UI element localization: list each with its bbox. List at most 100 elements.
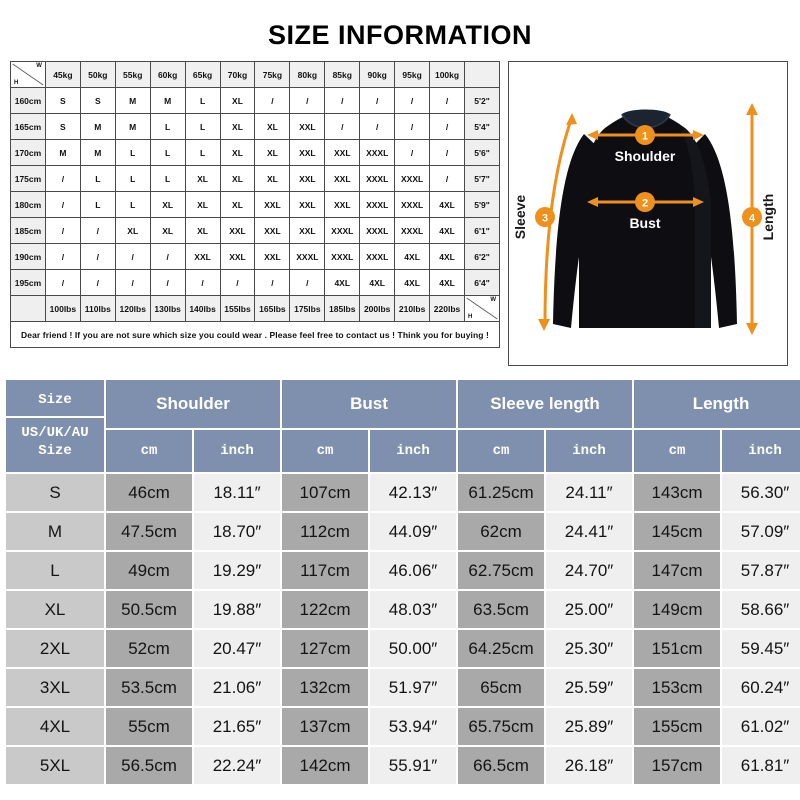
- hw-size-cell: M: [149, 87, 186, 114]
- weight-kg-header: 55kg: [114, 61, 151, 88]
- weight-lbs-label: 155lbs: [219, 295, 256, 322]
- hw-size-cell: /: [184, 269, 221, 296]
- hw-row: 175cm / L L L XL XL XL XXL XXL XXXL XXXL/5'7": [10, 165, 501, 192]
- cm-value: 107cm: [282, 474, 369, 511]
- sweater-diagram-svg: 1 Shoulder 2 Bust: [509, 62, 787, 365]
- cm-value: 153cm: [634, 669, 721, 706]
- size-value: S: [6, 474, 104, 511]
- hw-size-cell: XL: [254, 139, 291, 166]
- cm-value: 62cm: [458, 513, 545, 550]
- inch-value: 24.41″: [546, 513, 633, 550]
- upper-section: W H 45kg 50kg 55kg 60kg 65kg 70kg 75kg 80kg 85kg 90…: [0, 61, 800, 366]
- hw-size-cell: XXL: [254, 243, 291, 270]
- weight-lbs-label: 165lbs: [254, 295, 291, 322]
- measurements-section: Size US/UK/AU Size Shoulder Bust Sleeve lengt…: [0, 378, 800, 786]
- hw-size-cell: S: [44, 113, 81, 140]
- unit-header-cm: cm: [106, 430, 192, 472]
- cm-value: 143cm: [634, 474, 721, 511]
- hw-size-cell: /: [79, 269, 116, 296]
- weight-lbs-label: 185lbs: [324, 295, 361, 322]
- hw-size-cell: L: [184, 139, 221, 166]
- hw-size-cell: XXL: [289, 165, 326, 192]
- inch-value: 61.81″: [722, 747, 800, 784]
- measurements-table: Size US/UK/AU Size Shoulder Bust Sleeve lengt…: [4, 378, 800, 786]
- unit-header-cm: cm: [282, 430, 369, 472]
- svg-text:Shoulder: Shoulder: [615, 148, 676, 164]
- hw-size-cell: XXXL: [324, 217, 361, 244]
- weight-lbs-label: 100lbs: [44, 295, 81, 322]
- svg-text:1: 1: [642, 131, 648, 143]
- hw-size-cell: /: [44, 217, 81, 244]
- hw-size-cell: 4XL: [394, 269, 431, 296]
- hw-size-cell: XXXL: [359, 243, 396, 270]
- hw-size-cell: L: [149, 139, 186, 166]
- inch-value: 46.06″: [370, 552, 457, 589]
- hw-size-cell: L: [149, 165, 186, 192]
- hw-size-cell: XXL: [184, 243, 221, 270]
- weight-lbs-label: 175lbs: [289, 295, 326, 322]
- height-axis-label: H: [14, 80, 19, 86]
- inch-value: 25.59″: [546, 669, 633, 706]
- cm-value: 50.5cm: [106, 591, 192, 628]
- hw-size-cell: /: [149, 269, 186, 296]
- table-row: XL 50.5cm 19.88″ 122cm 48.03″ 63.5cm 25.00″ 149…: [6, 591, 800, 628]
- hw-size-cell: XXL: [324, 139, 361, 166]
- hw-size-cell: 4XL: [359, 269, 396, 296]
- height-ft-label: 5'6": [463, 139, 501, 166]
- hw-lbs-row: 100lbs 110lbs 120lbs 130lbs 140lbs 155lbs 165l…: [10, 295, 501, 322]
- hw-size-cell: 4XL: [429, 217, 465, 244]
- hw-size-cell: XXXL: [394, 217, 431, 244]
- cm-value: 63.5cm: [458, 591, 545, 628]
- hw-size-cell: /: [394, 87, 431, 114]
- hw-size-cell: XXXL: [324, 243, 361, 270]
- inch-value: 19.29″: [194, 552, 281, 589]
- hw-size-cell: 4XL: [429, 243, 465, 270]
- hw-row: 195cm / / / / / / //4XL 4XL 4XL 4XL 6'4": [10, 269, 501, 296]
- svg-text:2: 2: [642, 198, 648, 210]
- hw-size-cell: L: [184, 87, 221, 114]
- inch-value: 21.65″: [194, 708, 281, 745]
- hw-size-cell: XL: [184, 191, 221, 218]
- hw-empty-cell: [10, 295, 46, 322]
- unit-header-cm: cm: [634, 430, 721, 472]
- table-row: S 46cm 18.11″ 107cm 42.13″ 61.25cm 24.11″ 143cm…: [6, 474, 800, 511]
- hw-size-cell: XXL: [324, 191, 361, 218]
- size-column-header: Size US/UK/AU Size: [6, 380, 104, 472]
- table-row: 3XL 53.5cm 21.06″ 132cm 51.97″ 65cm 25.59″ 153c…: [6, 669, 800, 706]
- hw-size-cell: XXXL: [359, 217, 396, 244]
- hw-row: 180cm / L L XL XL XL XXL XXL XXL XXXL XXXL 4XL 5'9": [10, 191, 501, 218]
- unit-header-inch: inch: [194, 430, 281, 472]
- hw-note-row: Dear friend ! If you are not sure which …: [10, 321, 500, 348]
- cm-value: 53.5cm: [106, 669, 192, 706]
- cm-value: 47.5cm: [106, 513, 192, 550]
- inch-value: 44.09″: [370, 513, 457, 550]
- unit-header-inch: inch: [722, 430, 800, 472]
- hw-size-cell: /: [44, 269, 81, 296]
- weight-kg-header: 65kg: [184, 61, 221, 88]
- weight-lbs-label: 110lbs: [79, 295, 116, 322]
- cm-value: 65cm: [458, 669, 545, 706]
- weight-kg-header: 75kg: [254, 61, 291, 88]
- height-ft-label: 5'9": [463, 191, 501, 218]
- inch-value: 18.11″: [194, 474, 281, 511]
- hw-size-cell: /: [114, 243, 151, 270]
- hw-size-cell: XL: [149, 191, 186, 218]
- cm-value: 132cm: [282, 669, 369, 706]
- inch-value: 57.87″: [722, 552, 800, 589]
- hw-size-cell: XXL: [254, 217, 291, 244]
- unit-header-cm: cm: [458, 430, 545, 472]
- weight-kg-header: 100kg: [429, 61, 465, 88]
- hw-size-cell: /: [114, 269, 151, 296]
- inch-value: 60.24″: [722, 669, 800, 706]
- size-value: XL: [6, 591, 104, 628]
- inch-value: 57.09″: [722, 513, 800, 550]
- hw-size-cell: /: [44, 191, 81, 218]
- inch-value: 51.97″: [370, 669, 457, 706]
- height-cm-label: 160cm: [10, 87, 46, 114]
- hw-size-cell: XL: [219, 165, 256, 192]
- hw-size-cell: /: [289, 87, 326, 114]
- height-ft-label: 5'4": [463, 113, 501, 140]
- size-value: M: [6, 513, 104, 550]
- hw-size-cell: /: [254, 269, 291, 296]
